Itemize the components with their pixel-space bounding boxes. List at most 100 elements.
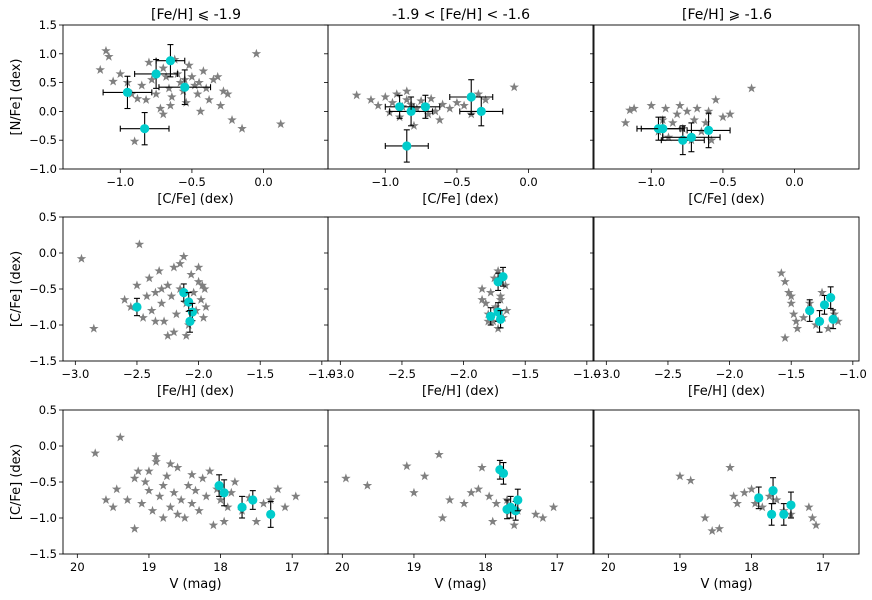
star-marker — [165, 502, 176, 512]
data-point — [513, 495, 523, 505]
star-marker — [144, 57, 154, 67]
data-point — [237, 502, 247, 512]
data-point — [184, 297, 194, 307]
star-marker — [150, 316, 161, 326]
star-marker — [280, 502, 290, 512]
star-marker — [187, 71, 197, 81]
star-marker — [95, 64, 105, 74]
star-marker — [193, 262, 204, 272]
star-marker — [380, 92, 391, 102]
y-tick-label: 0.5 — [39, 403, 57, 417]
x-tick-label: 19 — [673, 560, 688, 574]
x-axis-label: [Fe/H] (dex) — [688, 384, 765, 399]
data-point — [402, 141, 412, 151]
data-point — [179, 288, 189, 298]
star-marker — [409, 487, 419, 497]
star-marker — [739, 487, 750, 497]
data-point — [140, 124, 150, 134]
star-marker — [660, 103, 671, 113]
star-marker — [668, 117, 678, 127]
data-point — [828, 314, 838, 324]
data-point — [498, 272, 508, 282]
star-marker — [466, 487, 476, 497]
star-marker — [111, 484, 122, 494]
star-marker — [204, 94, 214, 104]
x-tick-label: −1.0 — [637, 175, 665, 189]
star-marker — [141, 94, 151, 104]
star-marker — [700, 513, 710, 523]
data-point — [786, 500, 796, 510]
star-marker — [459, 498, 469, 508]
x-tick-label: −3.0 — [61, 367, 89, 381]
star-marker — [165, 100, 176, 110]
data-point — [498, 468, 509, 478]
panel-frame — [593, 409, 860, 555]
star-marker — [682, 106, 692, 116]
data-point — [768, 486, 778, 496]
star-marker — [804, 502, 814, 512]
data-point — [814, 316, 825, 326]
star-marker — [675, 100, 685, 110]
star-marker — [275, 119, 286, 129]
data-point — [219, 488, 229, 498]
y-tick-label: 1.0 — [39, 47, 57, 61]
x-tick-label: −0.5 — [443, 175, 471, 189]
x-tick-label: 19 — [142, 560, 157, 574]
x-tick-label: 19 — [407, 560, 422, 574]
star-marker — [179, 251, 189, 261]
column-title-2: -1.9 < [Fe/H] < -1.6 — [392, 7, 530, 23]
y-tick-label: −1.0 — [29, 318, 57, 332]
star-marker — [437, 513, 448, 523]
star-marker — [452, 97, 462, 107]
data-point — [248, 495, 258, 505]
star-marker — [164, 83, 174, 93]
data-point — [495, 314, 506, 324]
star-marker — [115, 432, 126, 442]
x-tick-label: −1.5 — [777, 367, 805, 381]
star-marker — [341, 473, 351, 483]
x-tick-label: −3.0 — [592, 367, 620, 381]
y-tick-label: 0.0 — [39, 439, 57, 453]
data-point — [466, 92, 476, 102]
x-tick-label: −1.0 — [308, 367, 336, 381]
star-marker — [167, 92, 177, 102]
x-axis-label: V (mag) — [434, 577, 486, 592]
star-marker — [169, 487, 179, 497]
x-tick-label: 0.0 — [519, 175, 537, 189]
star-marker — [134, 239, 145, 249]
star-marker — [184, 60, 194, 70]
star-marker — [725, 109, 735, 119]
star-marker — [187, 498, 197, 508]
x-tick-label: −2.0 — [716, 367, 744, 381]
star-marker — [273, 484, 283, 494]
y-tick-label: 1.5 — [39, 18, 57, 32]
x-tick-label: 18 — [744, 560, 759, 574]
star-marker — [76, 253, 87, 263]
star-marker — [714, 523, 725, 533]
panels: −1.0 −0.5 0.0 0.5 1.0 1.5 [N/Fe] (dex) −1.0 −0.5… — [9, 18, 867, 592]
star-marker — [786, 298, 796, 308]
star-marker — [509, 82, 519, 92]
star-marker — [194, 505, 204, 515]
star-marker — [538, 513, 548, 523]
star-marker — [491, 498, 502, 508]
star-marker — [154, 491, 165, 501]
star-marker — [792, 323, 803, 333]
star-marker — [366, 94, 376, 104]
star-marker — [445, 103, 455, 113]
x-tick-label: −1.0 — [573, 367, 601, 381]
star-marker — [208, 520, 219, 530]
star-marker — [144, 273, 155, 283]
x-axis-label: V (mag) — [169, 577, 221, 592]
star-marker — [129, 473, 140, 483]
panel-frame — [593, 24, 860, 170]
x-axis-label: [Fe/H] (dex) — [422, 384, 499, 399]
x-tick-label: −2.5 — [123, 367, 151, 381]
star-marker — [258, 498, 269, 508]
x-tick-label: 20 — [601, 560, 616, 574]
star-marker — [115, 68, 126, 79]
x-tick-label: −0.5 — [178, 175, 206, 189]
star-marker — [197, 473, 208, 483]
x-tick-label: −2.0 — [450, 367, 478, 381]
star-marker — [434, 449, 444, 459]
